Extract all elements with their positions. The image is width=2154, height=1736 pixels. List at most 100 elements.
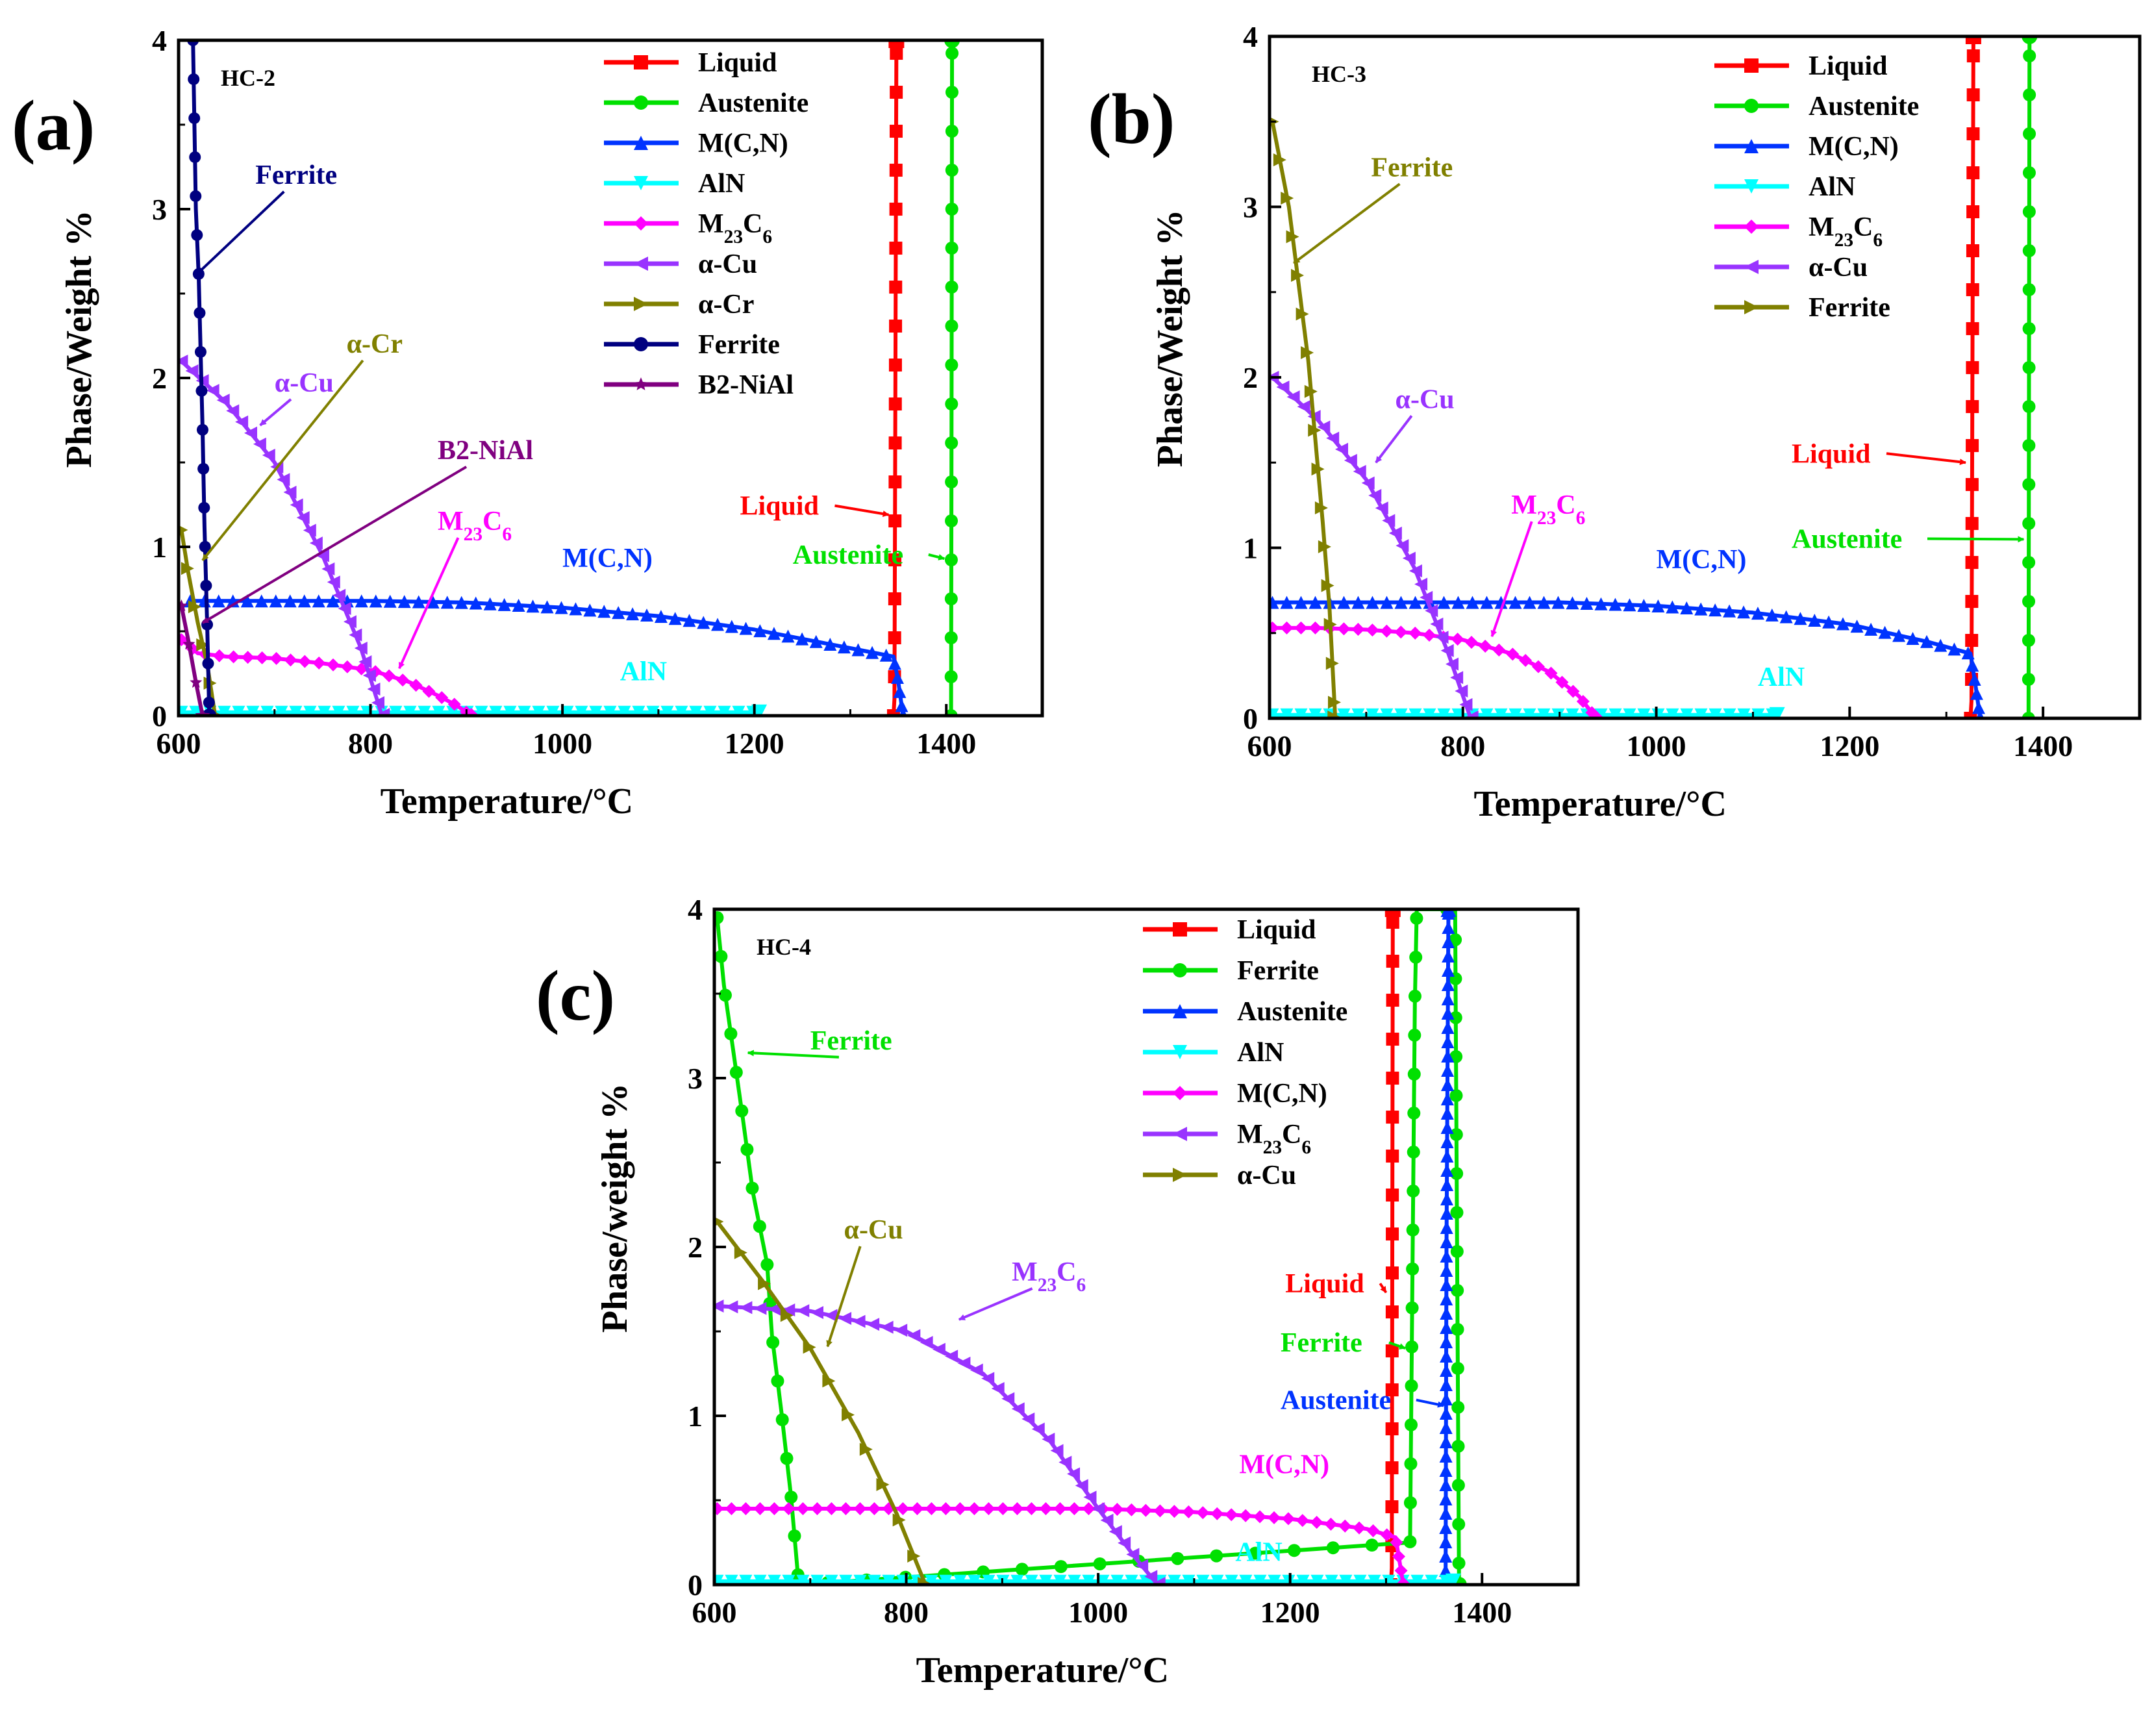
sample-label: HC-3 bbox=[1312, 61, 1366, 87]
series-marker bbox=[1779, 610, 1793, 623]
series-marker bbox=[241, 651, 255, 664]
x-tick-label: 800 bbox=[348, 727, 393, 760]
series-5 bbox=[1270, 371, 1479, 718]
series-marker bbox=[1075, 1479, 1088, 1492]
series-marker bbox=[1082, 1502, 1096, 1515]
series-marker bbox=[1382, 514, 1396, 527]
series-marker bbox=[1439, 1435, 1453, 1449]
series-marker bbox=[1966, 205, 1980, 219]
series-marker bbox=[1326, 431, 1340, 445]
series-marker bbox=[1580, 596, 1594, 610]
series-marker bbox=[191, 229, 203, 241]
series-marker bbox=[1351, 623, 1365, 636]
series-marker bbox=[1441, 1050, 1455, 1063]
legend-marker bbox=[634, 297, 648, 311]
series-marker bbox=[1440, 1192, 1453, 1206]
series-marker bbox=[1301, 346, 1314, 360]
series-marker bbox=[2022, 439, 2036, 453]
series-marker bbox=[1385, 1461, 1399, 1475]
series-marker bbox=[810, 1574, 824, 1585]
series-marker bbox=[868, 1574, 881, 1585]
series-marker bbox=[1253, 1574, 1267, 1585]
series-marker bbox=[1965, 556, 1979, 570]
series-marker bbox=[1409, 596, 1422, 609]
series-marker bbox=[1406, 1223, 1420, 1237]
series-marker bbox=[389, 705, 403, 716]
series-marker bbox=[1451, 1322, 1464, 1336]
series-marker bbox=[729, 1066, 743, 1079]
series-marker bbox=[907, 1549, 921, 1563]
series-marker bbox=[1966, 400, 1979, 414]
annotation: Ferrite bbox=[1293, 153, 1453, 264]
series-marker bbox=[1966, 49, 1980, 63]
series-marker bbox=[889, 164, 903, 177]
y-axis-title: Phase/weight % bbox=[595, 1083, 635, 1333]
series-marker bbox=[866, 646, 879, 659]
legend-label: B2-NiAl bbox=[698, 370, 794, 400]
legend-label: Liquid bbox=[1809, 51, 1887, 81]
series-marker bbox=[1965, 517, 1979, 531]
series-marker bbox=[1680, 601, 1694, 615]
series-marker bbox=[362, 668, 376, 682]
series-marker bbox=[2022, 673, 2035, 686]
series-marker bbox=[1294, 708, 1308, 718]
series-marker bbox=[1976, 711, 1985, 718]
annotation: M(C,N) bbox=[562, 544, 653, 573]
series-marker bbox=[1327, 711, 1344, 718]
series-marker bbox=[189, 705, 203, 716]
series-marker bbox=[1280, 596, 1294, 609]
series-marker bbox=[188, 73, 200, 85]
series-marker bbox=[1651, 599, 1665, 612]
series-3 bbox=[714, 1573, 1461, 1585]
annotation: Ferrite bbox=[197, 160, 337, 275]
series-marker bbox=[422, 685, 436, 698]
series-marker bbox=[618, 705, 631, 716]
annotation-label: M23C6 bbox=[438, 507, 512, 545]
series-marker bbox=[1566, 708, 1579, 718]
series-line bbox=[180, 638, 473, 716]
series-marker bbox=[888, 475, 902, 489]
series-marker bbox=[970, 1363, 983, 1377]
series-marker bbox=[1906, 632, 1920, 646]
series-marker bbox=[1442, 950, 1455, 963]
y-tick-label: 1 bbox=[152, 531, 167, 564]
series-marker bbox=[503, 705, 517, 716]
series-8 bbox=[179, 599, 210, 716]
annotation-label: Austenite bbox=[793, 540, 903, 570]
series-marker bbox=[1451, 633, 1464, 646]
series-5 bbox=[714, 1300, 1166, 1585]
series-marker bbox=[853, 1574, 867, 1585]
annotation-label: Liquid bbox=[740, 492, 819, 522]
series-marker bbox=[1966, 88, 1980, 102]
legend-label: M23C6 bbox=[1237, 1120, 1311, 1158]
series-marker bbox=[2022, 244, 2036, 258]
series-marker bbox=[1225, 1508, 1238, 1522]
series-marker bbox=[1450, 1205, 1464, 1219]
series-marker bbox=[939, 1502, 953, 1515]
series-marker bbox=[946, 47, 959, 60]
series-marker bbox=[383, 594, 397, 608]
series-marker bbox=[197, 462, 210, 475]
series-marker bbox=[1281, 1512, 1295, 1526]
series-marker bbox=[1537, 596, 1551, 609]
series-marker bbox=[888, 436, 902, 450]
x-axis-title: Temperature/°C bbox=[1473, 784, 1726, 824]
series-marker bbox=[1452, 1556, 1466, 1570]
series-marker bbox=[426, 595, 440, 609]
series-marker bbox=[1440, 1107, 1454, 1120]
legend-label: AlN bbox=[698, 169, 745, 199]
series-marker bbox=[1092, 1502, 1105, 1516]
series-marker bbox=[189, 151, 201, 163]
series-marker bbox=[1450, 1244, 1464, 1258]
series-marker bbox=[1420, 590, 1433, 604]
series-marker bbox=[739, 1502, 753, 1515]
legend-label: AlN bbox=[1809, 172, 1855, 202]
series-marker bbox=[1280, 621, 1294, 635]
series-marker bbox=[654, 610, 668, 623]
series-marker bbox=[179, 525, 188, 535]
series-marker bbox=[1326, 1541, 1340, 1555]
series-marker bbox=[888, 553, 902, 567]
series-marker bbox=[277, 473, 290, 486]
series-marker bbox=[1249, 1546, 1262, 1560]
series-marker bbox=[740, 1142, 754, 1156]
